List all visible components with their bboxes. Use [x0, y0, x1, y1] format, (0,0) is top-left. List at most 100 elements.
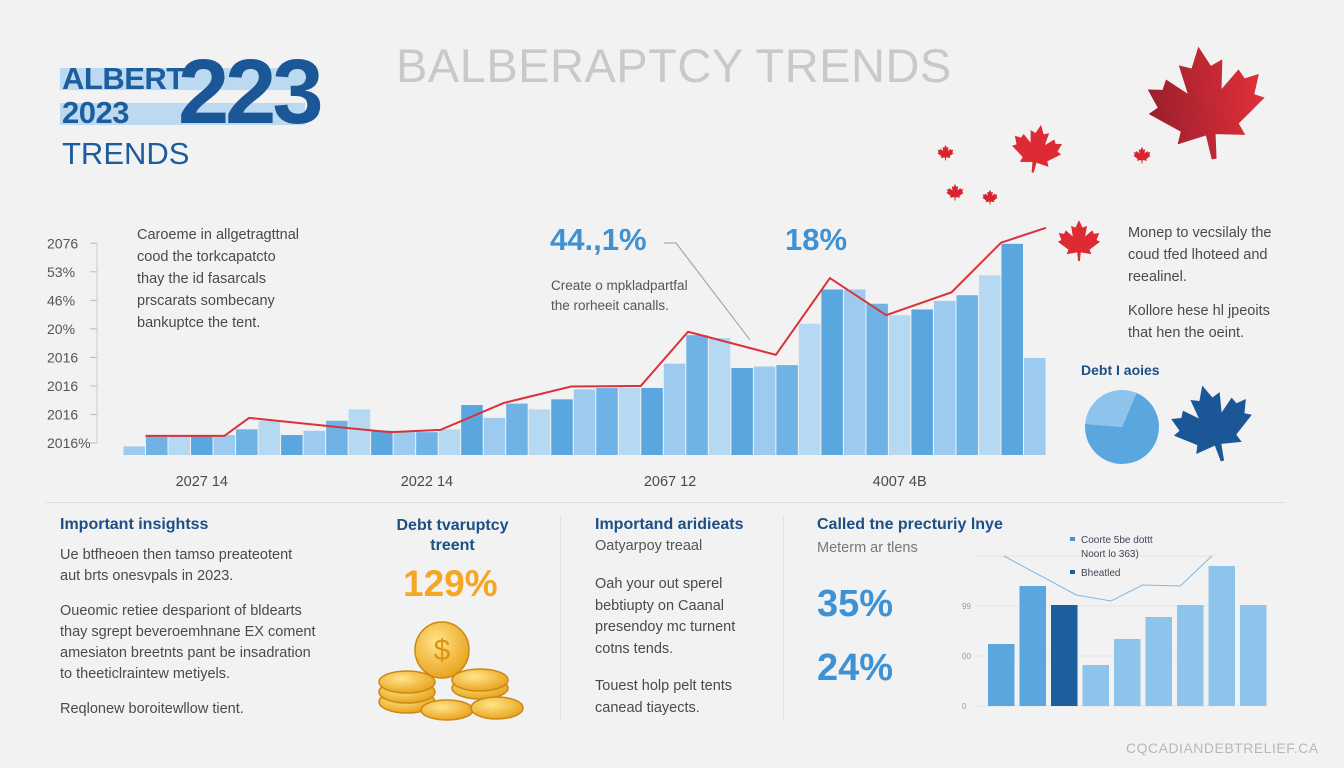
column-divider [560, 515, 561, 720]
important-subheading: Oatyarpoy treaal [595, 538, 703, 554]
pie-chart [1085, 390, 1159, 464]
chart-bar [1145, 617, 1172, 706]
chart-bar [1082, 665, 1109, 706]
chart-bar [1019, 586, 1046, 706]
chart-bar [506, 403, 528, 455]
logo-big-number: 223 [178, 41, 323, 143]
text-line: aut brts onesvpals in 2023. [60, 568, 234, 584]
chart-bar [618, 387, 641, 455]
heading-line: treent [430, 537, 475, 554]
trend-line [1003, 555, 1213, 602]
text-line: cotns tends. [595, 640, 674, 657]
heading-line: Debt tvaruptcy [396, 517, 509, 534]
chart-bar [213, 435, 236, 455]
chart-bar [776, 365, 798, 455]
y-tick-label: 20% [47, 321, 75, 337]
chart-bar [731, 367, 753, 455]
text-line: Touest holp pelt tents [595, 678, 733, 694]
y-tick-label: 2076 [47, 235, 78, 251]
chart-bar [573, 389, 596, 455]
y-tick-label: 2016 [47, 378, 78, 394]
chart-bar [956, 295, 978, 455]
pie-label: Debt I aoies [1081, 362, 1160, 378]
intro-line: thay the id fasarcals [137, 271, 266, 287]
chart-bar [393, 432, 416, 455]
y-tick-label: 2016 [47, 406, 78, 422]
coins-icon: $ [378, 621, 524, 721]
callout-stat-2: 18% [785, 222, 848, 257]
chart-bar [1208, 566, 1235, 706]
chart-bar [1001, 243, 1023, 455]
text-line: thay sgrept beveroemhnane EX coment [60, 624, 316, 640]
page-title: BALBERAPTCY TRENDS [396, 39, 952, 92]
legend-label: Coorte 5be dottt [1081, 535, 1153, 546]
important-heading: Importand aridieats [595, 516, 744, 533]
legend-label: Bheatled [1081, 568, 1120, 579]
chart-bar [483, 417, 506, 455]
x-tick-label: 2022 14 [401, 474, 453, 490]
insights-heading: Important insightss [60, 516, 209, 533]
footer-url: CQCADIANDEBTRELIEF.CA [1126, 740, 1319, 756]
chart-bar [753, 366, 776, 455]
logo-line2: 2023 [62, 95, 129, 130]
column-divider [783, 515, 784, 720]
intro-line: bankuptce the tent. [137, 315, 261, 331]
chart-bar [528, 409, 551, 455]
chart-bar [326, 420, 348, 455]
chart-bar [461, 405, 483, 455]
legend-swatch [1070, 537, 1075, 541]
x-tick-label: 4007 4B [873, 474, 927, 490]
section-divider [45, 502, 1285, 503]
chart-bar [596, 387, 618, 455]
chart-bar [798, 323, 821, 455]
chart-bar [146, 435, 168, 455]
chart-bar [1023, 357, 1046, 455]
y-tick-label: 99 [962, 602, 971, 611]
chart-bar [281, 435, 303, 455]
chart-bar [1177, 605, 1204, 706]
chart-bar [821, 289, 843, 455]
y-tick-label: 46% [47, 292, 75, 308]
chart-bar [866, 303, 888, 455]
callout-line: the rorheeit canalls. [551, 298, 669, 313]
right-text: Monep to vecsilaly the coud tfed lhoteed… [1128, 222, 1271, 344]
chart-bar [1240, 605, 1267, 706]
text-line: Oueomic retiee despariont of bldearts [60, 603, 302, 619]
chart-bar [438, 429, 461, 455]
y-tick-label: 00 [962, 652, 971, 661]
right-line: reealinel. [1128, 269, 1187, 285]
text-line: canead tiayects. [595, 699, 700, 716]
chart-bar [988, 644, 1015, 706]
text-line: presendoy mc turnent [595, 619, 736, 635]
important-text: Oah your out sperel bebtiupty on Caanal … [595, 574, 735, 719]
callout-connector [664, 242, 751, 341]
callout-stat-1: 44.,1% [550, 222, 647, 257]
insights-text: Ue btfheoen then tamso preateotent aut b… [60, 545, 316, 720]
text-line: bebtiupty on Caanal [595, 597, 724, 614]
chart-bar [551, 399, 573, 455]
intro-line: prscarats sombecany [137, 293, 275, 309]
intro-line: cood the torkcapatcto [137, 249, 276, 265]
pie-slice [1085, 390, 1137, 427]
chart-bar [168, 435, 191, 455]
right-line: coud tfed lhoteed and [1128, 247, 1268, 263]
y-tick-label: 0 [962, 702, 967, 711]
legend-label: Noort lo 363) [1081, 549, 1139, 560]
right-line: that hen the oeint. [1128, 325, 1245, 341]
y-tick-label: 2016 [47, 349, 78, 365]
text-line: Ue btfheoen then tamso preateotent [60, 547, 293, 563]
pie-slice [1085, 392, 1159, 464]
debt-trend-stat: 129% [403, 563, 498, 604]
chart-bar [641, 387, 663, 455]
chart-bar [1051, 605, 1078, 706]
chart-bar [933, 300, 956, 455]
stat-24: 24% [817, 647, 894, 689]
trend-line [145, 226, 1047, 437]
logo-line1: ALBERT [62, 61, 185, 96]
chart-bar [303, 430, 326, 455]
logo-highlight [60, 103, 305, 125]
chart-bar [123, 446, 146, 455]
chart-bar [888, 315, 911, 455]
legend-swatch [1070, 570, 1075, 574]
chart-bar [348, 409, 371, 455]
